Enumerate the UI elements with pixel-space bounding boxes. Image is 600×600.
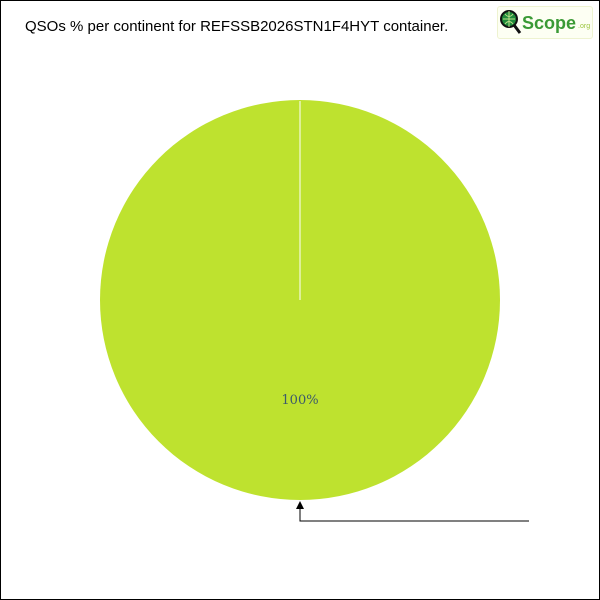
chart-title: QSOs % per continent for REFSSB2026STN1F… — [25, 18, 449, 35]
callout-arrow — [296, 501, 304, 509]
logo-suffix: .org — [578, 23, 591, 30]
callout-line — [299, 508, 529, 522]
qscope-logo[interactable]: Scope .org — [497, 6, 593, 39]
slice-label: 100% — [281, 393, 318, 408]
logo-text: Scope — [522, 12, 577, 33]
magnifier-globe-icon — [500, 10, 522, 34]
